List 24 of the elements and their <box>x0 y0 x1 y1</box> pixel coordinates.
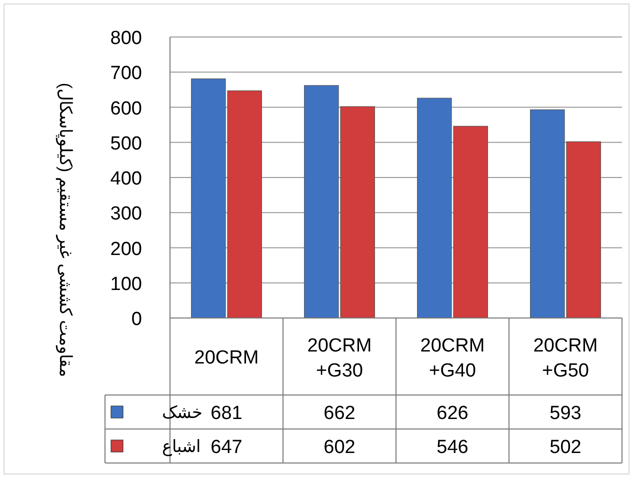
y-tick-label: 0 <box>131 309 142 330</box>
y-tick-label: 700 <box>110 63 142 84</box>
y-tick-label: 800 <box>110 28 142 49</box>
x-tick-label: 20CRM <box>194 348 259 368</box>
y-tick-label: 400 <box>110 168 142 190</box>
data-label: 502 <box>550 437 582 458</box>
data-label: 662 <box>324 403 356 424</box>
x-tick-label: 20CRM +G40 <box>420 336 485 382</box>
y-tick-label: 300 <box>110 204 142 225</box>
y-tick-label: 200 <box>110 238 142 260</box>
data-label: 546 <box>436 437 468 458</box>
y-axis-title: مقاومت کششی غیر مستقیم (کیلوپاسکال) <box>55 82 75 378</box>
y-tick-label: 100 <box>110 274 142 295</box>
legend-label: خشک <box>162 403 203 422</box>
legend-label: اشباع <box>162 437 201 457</box>
x-tick-label: 20CRM +G50 <box>533 336 598 382</box>
y-tick-label: 600 <box>110 98 142 120</box>
x-tick-label: 20CRM +G30 <box>307 336 372 382</box>
data-label: 602 <box>324 437 356 458</box>
data-label: 681 <box>210 403 242 424</box>
data-label: 626 <box>436 403 468 424</box>
y-tick-label: 500 <box>110 133 142 154</box>
data-label: 593 <box>550 403 582 424</box>
data-label: 647 <box>210 437 242 458</box>
